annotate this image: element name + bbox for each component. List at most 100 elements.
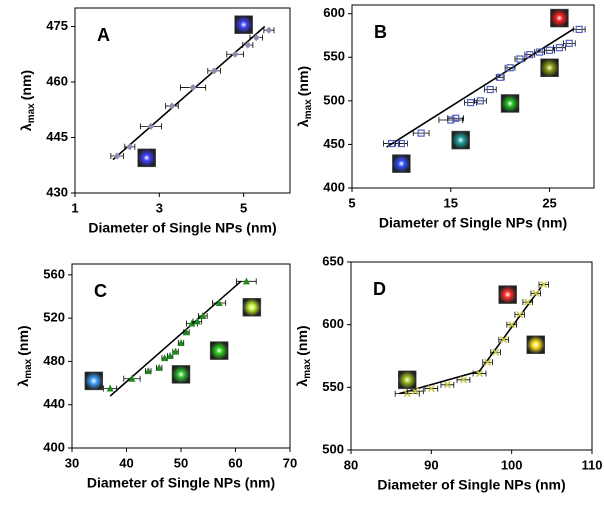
panel: 30 40 50 60 70 400 440 480 520 560 Diameter of Sin… (15, 263, 297, 491)
error-bar (572, 26, 586, 33)
y-tick-label: 500 (322, 441, 344, 456)
fit-line (398, 282, 545, 395)
x-tick-label: 5 (240, 200, 247, 215)
point (168, 102, 176, 110)
point (508, 321, 516, 329)
panel-letter: D (373, 279, 386, 299)
point (188, 319, 196, 327)
particle-image (171, 365, 191, 384)
x-axis-label: Diameter of Single NPs (nm) (379, 215, 567, 231)
x-tick-label: 70 (283, 455, 297, 470)
y-tick-label: 445 (46, 129, 68, 144)
point (193, 317, 201, 325)
x-axis-label: Diameter of Single NPs (nm) (88, 220, 276, 236)
x-tick-label: 1 (71, 200, 78, 215)
y-label-symbol: λ (18, 123, 34, 131)
error-bar (483, 86, 497, 93)
x-tick-label: 3 (156, 200, 163, 215)
y-label-subscript: max (23, 358, 34, 378)
y-axis-label: λmax (nm) (295, 66, 314, 127)
point (452, 114, 460, 122)
point (244, 41, 252, 49)
y-label-subscript: max (303, 99, 314, 119)
y-tick-label: 450 (323, 136, 345, 151)
point (215, 298, 223, 306)
y-label-symbol: λ (294, 379, 310, 387)
x-tick-label: 25 (542, 195, 556, 210)
x-tick-label: 30 (65, 455, 79, 470)
point (126, 143, 134, 151)
point (147, 122, 155, 130)
x-tick-label: 50 (174, 455, 188, 470)
particle-image (451, 130, 470, 150)
x-tick-label: 40 (119, 455, 133, 470)
point (177, 339, 185, 347)
particle-image (392, 154, 411, 173)
particle-image (526, 335, 546, 354)
point (496, 73, 504, 81)
y-label-subscript: max (26, 103, 37, 123)
point (265, 26, 273, 34)
point (500, 336, 508, 344)
point (575, 25, 583, 33)
point (466, 98, 475, 107)
particle-image (209, 341, 229, 360)
point (476, 97, 485, 105)
point (144, 367, 152, 375)
particle-image (550, 8, 569, 28)
point (397, 139, 405, 148)
point (231, 50, 239, 58)
point (536, 48, 544, 56)
point (476, 370, 484, 378)
point (161, 354, 169, 362)
particle-image (84, 371, 104, 391)
fit-line (112, 25, 266, 161)
particle-image (498, 285, 517, 304)
x-tick-label: 60 (228, 455, 242, 470)
point (417, 129, 425, 137)
point (182, 328, 190, 336)
particle-image (137, 148, 156, 168)
point (199, 311, 207, 319)
y-tick-label: 430 (46, 184, 68, 199)
error-bar (412, 130, 430, 137)
point (252, 34, 260, 42)
y-tick-label: 475 (46, 18, 68, 33)
fit-line (386, 27, 575, 148)
y-tick-label: 600 (323, 5, 345, 20)
point (459, 376, 467, 384)
y-tick-label: 650 (322, 253, 344, 268)
y-tick-label: 400 (43, 439, 65, 454)
point (128, 374, 136, 382)
x-axis-label: Diameter of Single NPs (nm) (87, 475, 275, 491)
point (565, 39, 573, 47)
error-bar (553, 44, 566, 51)
y-tick-label: 440 (43, 396, 65, 411)
point (155, 363, 163, 371)
panel-letter: A (97, 25, 110, 45)
point (443, 381, 451, 389)
point (532, 289, 540, 297)
x-tick-label: 90 (424, 457, 438, 472)
point (427, 385, 435, 393)
point (411, 387, 419, 395)
point (166, 352, 174, 359)
y-tick-label: 460 (46, 73, 68, 88)
y-label-symbol: λ (295, 119, 311, 127)
error-bar (562, 40, 576, 47)
point (555, 44, 564, 52)
x-tick-label: 100 (501, 457, 523, 472)
y-tick-label: 550 (322, 379, 344, 394)
y-tick-label: 520 (43, 310, 65, 325)
plot-frame (350, 261, 593, 451)
error-bar (395, 140, 408, 147)
panel: 80 90 100 110 500 550 600 650 Diameter of Single… (294, 253, 603, 492)
point (540, 281, 548, 289)
y-tick-label: 560 (43, 266, 65, 281)
particle-image (234, 15, 253, 34)
point (516, 311, 524, 319)
point (113, 152, 121, 160)
particle-image (397, 370, 417, 390)
point (506, 64, 514, 72)
